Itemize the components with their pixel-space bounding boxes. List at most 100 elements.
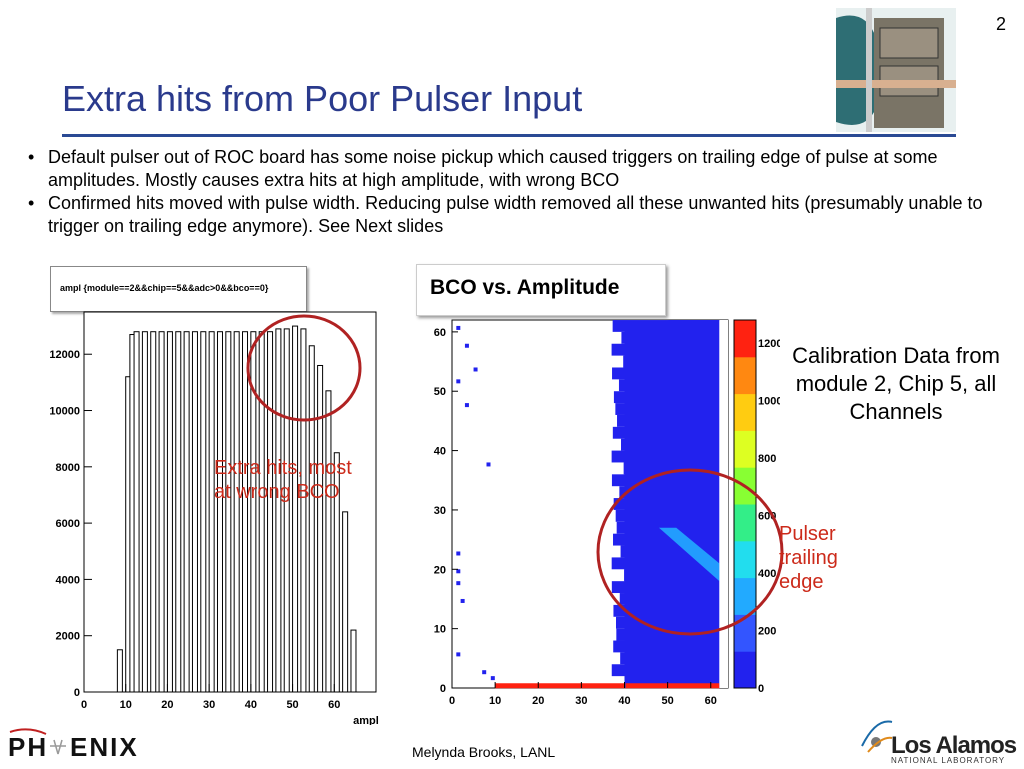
colorbar-segment	[734, 651, 756, 689]
svg-text:PH: PH	[8, 732, 48, 762]
x-tick-label: 10	[120, 699, 132, 711]
x-tick-label: 30	[203, 699, 215, 711]
y-tick-label: 60	[434, 327, 446, 339]
plot-gap	[719, 320, 728, 688]
histogram-title-box	[50, 266, 307, 312]
histogram-bar	[333, 452, 340, 693]
heatmap-title-box	[416, 264, 666, 316]
x-tick-label: 40	[245, 699, 257, 711]
heatmap-point	[456, 569, 461, 574]
y-tick-label: 8000	[56, 462, 80, 474]
colorbar-label: 800	[758, 453, 776, 465]
histogram-bar	[308, 345, 315, 693]
heatmap-cell	[620, 438, 626, 451]
page-number: 2	[996, 14, 1007, 34]
heatmap-title: BCO vs. Amplitude	[430, 276, 620, 299]
x-tick-label: 50	[286, 699, 298, 711]
y-tick-label: 0	[74, 687, 80, 699]
heatmap-cell	[624, 569, 626, 582]
y-tick-label: 10	[434, 624, 446, 636]
heatmap-region	[659, 527, 720, 582]
histogram-bar	[141, 331, 148, 693]
highlight-circle-right	[596, 468, 784, 636]
histogram-bar	[216, 331, 223, 693]
heatmap-cell	[612, 320, 626, 332]
colorbar-segment	[734, 540, 756, 579]
histogram-bar	[317, 364, 324, 693]
heatmap-cell	[611, 474, 626, 487]
heatmap-cell	[613, 533, 626, 546]
heatmap-point	[456, 551, 461, 556]
heatmap-cell	[613, 604, 626, 617]
bullet-item: Confirmed hits moved with pulse width. R…	[26, 192, 1016, 238]
heatmap-cell	[620, 545, 626, 558]
heatmap-cell	[611, 343, 626, 356]
heatmap-cell	[611, 581, 626, 594]
histogram-bar	[258, 331, 265, 693]
heatmap-cell	[616, 628, 626, 641]
colorbar-segment	[734, 614, 756, 652]
colorbar-segment	[734, 356, 756, 395]
heatmap-cell	[620, 652, 626, 665]
heatmap-point	[482, 670, 487, 675]
heatmap-cell	[612, 367, 626, 380]
histogram-bar	[150, 331, 157, 693]
y-tick-label: 6000	[56, 518, 80, 530]
histogram-bar	[300, 328, 307, 693]
histogram-bar	[133, 331, 140, 693]
bullet-item: Default pulser out of ROC board has some…	[26, 146, 1016, 192]
colorbar-segment	[734, 504, 756, 542]
x-tick-label: 50	[662, 695, 674, 707]
y-tick-label: 10000	[49, 406, 80, 418]
heatmap-point	[456, 325, 461, 330]
histogram-bar	[250, 331, 257, 693]
histogram-bar	[342, 511, 349, 693]
histogram-bar	[292, 325, 299, 693]
x-tick-label: 40	[618, 695, 630, 707]
colorbar-label: 0	[758, 683, 764, 695]
histogram-bar	[116, 649, 123, 693]
heatmap-point	[464, 343, 469, 348]
histogram-title: ampl {module==2&&chip==5&&adc>0&&bco==0}	[60, 283, 269, 293]
histogram-bar	[233, 331, 240, 693]
heatmap-cell	[623, 462, 626, 475]
highlight-circle-left	[246, 314, 362, 422]
x-tick-label: 20	[532, 695, 544, 707]
heatmap-cell	[615, 403, 626, 415]
histogram-bar	[183, 331, 190, 693]
histogram-bar	[208, 331, 215, 693]
los-alamos-logo: Los Alamos	[891, 732, 1017, 759]
x-tick-label: 60	[328, 699, 340, 711]
colorbar-frame	[733, 319, 757, 689]
y-tick-label: 0	[440, 683, 446, 695]
histogram-bar	[200, 331, 207, 693]
x-tick-label: 30	[575, 695, 587, 707]
histogram-bar	[175, 331, 182, 693]
phenix-logo: PH ENIX	[8, 728, 158, 769]
x-tick-label: 10	[489, 695, 501, 707]
y-tick-label: 30	[434, 505, 446, 517]
colorbar-label: 1000	[758, 396, 780, 408]
los-alamos-subtitle: NATIONAL LABORATORY	[891, 756, 1006, 765]
histogram-bar	[350, 629, 357, 693]
heatmap-point	[456, 379, 461, 384]
colorbar-segment	[734, 577, 756, 615]
colorbar-label: 1200	[758, 338, 780, 350]
histogram-bar	[242, 331, 249, 693]
heatmap-cell	[616, 616, 626, 629]
pulser-edge-note: Pulser trailing edge	[779, 523, 838, 593]
x-tick-label: 0	[449, 695, 455, 707]
histogram-bar	[158, 331, 165, 693]
colorbar-segment	[734, 320, 756, 358]
heatmap-point	[490, 676, 495, 681]
colorbar-segment	[734, 393, 756, 431]
heatmap-cell	[613, 640, 626, 653]
heatmap-point	[486, 462, 491, 467]
heatmap-point	[456, 652, 461, 657]
y-tick-label: 40	[434, 446, 446, 458]
calibration-caption: Calibration Data from module 2, Chip 5, …	[792, 343, 1000, 424]
heatmap-cell	[613, 391, 626, 404]
los-alamos-emblem-icon	[861, 720, 893, 753]
histogram-bar	[191, 331, 198, 693]
